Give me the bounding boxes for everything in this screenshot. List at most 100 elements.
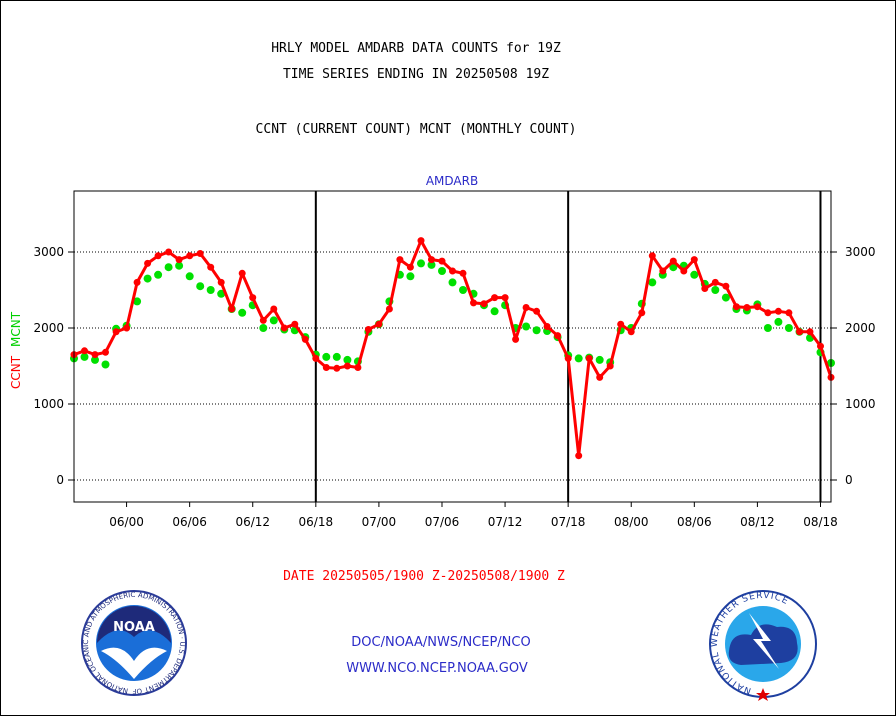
point-ccnt-39 <box>480 300 488 308</box>
point-mcnt-57 <box>669 263 678 272</box>
x-tick-label-06/12: 06/12 <box>235 515 270 529</box>
point-ccnt-69 <box>796 328 803 336</box>
point-mcnt-26 <box>343 355 352 364</box>
point-mcnt-16 <box>238 308 247 317</box>
y-label-mcnt: MCNT <box>9 311 23 347</box>
point-ccnt-5 <box>123 324 131 332</box>
y-tick-label-right-2000: 2000 <box>845 321 876 335</box>
point-ccnt-28 <box>364 326 372 333</box>
point-mcnt-3 <box>101 360 110 369</box>
point-mcnt-62 <box>721 293 730 302</box>
x-tick-label-06/18: 06/18 <box>299 515 334 529</box>
point-ccnt-59 <box>690 256 698 264</box>
point-ccnt-55 <box>648 252 656 260</box>
point-ccnt-41 <box>501 294 509 302</box>
x-tick-label-08/00: 08/00 <box>614 515 649 529</box>
point-ccnt-66 <box>764 309 772 317</box>
point-ccnt-7 <box>144 259 152 267</box>
point-ccnt-21 <box>291 320 299 328</box>
y-tick-label-left-3000: 3000 <box>33 245 64 259</box>
point-ccnt-52 <box>617 320 625 328</box>
point-mcnt-59 <box>690 270 699 279</box>
point-ccnt-6 <box>133 278 141 286</box>
x-tick-label-07/12: 07/12 <box>488 515 523 529</box>
point-ccnt-17 <box>249 294 257 302</box>
point-mcnt-1 <box>80 352 89 361</box>
point-ccnt-15 <box>228 305 236 313</box>
point-ccnt-64 <box>743 304 751 311</box>
noaa-logo-text: NOAA <box>113 620 155 635</box>
footer-link-website[interactable]: WWW.NCO.NCEP.NOAA.GOV <box>346 661 528 676</box>
nws-logo: NATIONAL WEATHER SERVICE <box>709 590 817 701</box>
point-mcnt-34 <box>427 260 436 269</box>
point-ccnt-10 <box>175 256 183 264</box>
point-mcnt-36 <box>448 278 457 287</box>
footer-link-doc[interactable]: DOC/NOAA/NWS/NCEP/NCO <box>351 635 530 650</box>
point-mcnt-18 <box>259 324 268 332</box>
point-ccnt-54 <box>638 309 646 317</box>
chart-title-line-2: TIME SERIES ENDING IN 20250508 19Z <box>283 67 549 82</box>
point-ccnt-63 <box>732 303 740 311</box>
chart-title-line-1: HRLY MODEL AMDARB DATA COUNTS for 19Z <box>271 41 561 56</box>
point-mcnt-6 <box>133 297 142 306</box>
point-ccnt-20 <box>280 324 288 332</box>
point-ccnt-31 <box>396 256 404 264</box>
point-ccnt-27 <box>354 364 362 371</box>
point-ccnt-50 <box>596 373 604 381</box>
y-tick-label-right-1000: 1000 <box>845 397 876 411</box>
point-ccnt-44 <box>533 307 541 315</box>
point-ccnt-71 <box>817 342 824 350</box>
point-mcnt-50 <box>595 355 604 364</box>
point-mcnt-13 <box>206 286 215 294</box>
point-ccnt-14 <box>217 278 225 286</box>
x-tick-label-08/12: 08/12 <box>740 515 775 529</box>
point-mcnt-24 <box>322 352 331 361</box>
point-ccnt-45 <box>543 323 551 330</box>
point-ccnt-23 <box>312 354 320 362</box>
point-ccnt-25 <box>333 364 341 372</box>
point-ccnt-46 <box>554 332 562 340</box>
point-ccnt-33 <box>417 237 425 245</box>
point-ccnt-60 <box>701 285 709 292</box>
point-ccnt-2 <box>91 351 99 359</box>
point-ccnt-47 <box>564 354 572 362</box>
point-ccnt-49 <box>585 354 593 362</box>
point-ccnt-70 <box>806 328 814 336</box>
point-mcnt-7 <box>143 274 152 283</box>
point-ccnt-19 <box>270 305 278 313</box>
point-ccnt-40 <box>491 294 499 302</box>
point-ccnt-58 <box>680 267 688 275</box>
point-ccnt-67 <box>774 307 782 315</box>
point-ccnt-12 <box>196 250 204 257</box>
point-mcnt-2 <box>91 355 99 364</box>
point-ccnt-18 <box>259 316 267 324</box>
point-mcnt-68 <box>784 324 793 332</box>
x-tick-label-07/00: 07/00 <box>362 515 397 529</box>
point-ccnt-26 <box>343 362 351 370</box>
point-ccnt-68 <box>785 309 793 317</box>
y-axis-ticks: 0 0 1000 1000 2000 2000 3000 3000 <box>33 245 875 487</box>
point-mcnt-12 <box>196 282 205 291</box>
point-ccnt-51 <box>606 362 614 370</box>
y-label-ccnt: CCNT <box>9 355 23 389</box>
day-separators <box>314 191 822 502</box>
x-tick-label-08/18: 08/18 <box>803 515 838 529</box>
point-ccnt-8 <box>154 252 162 260</box>
point-mcnt-40 <box>490 307 499 316</box>
point-ccnt-4 <box>112 328 120 336</box>
point-mcnt-11 <box>185 272 194 281</box>
noaa-logo: NATIONAL OCEANIC AND ATMOSPHERIC ADMINIS… <box>1 1 187 696</box>
point-mcnt-10 <box>175 261 184 270</box>
plot-title: AMDARB <box>426 174 478 188</box>
point-ccnt-62 <box>722 282 730 290</box>
series-ccnt <box>70 237 835 460</box>
point-mcnt-35 <box>438 267 446 275</box>
point-mcnt-66 <box>763 324 772 332</box>
point-mcnt-48 <box>574 354 583 363</box>
x-tick-label-07/06: 07/06 <box>425 515 460 529</box>
point-ccnt-48 <box>575 452 583 460</box>
point-mcnt-61 <box>711 286 720 294</box>
x-tick-label-08/06: 08/06 <box>677 515 712 529</box>
